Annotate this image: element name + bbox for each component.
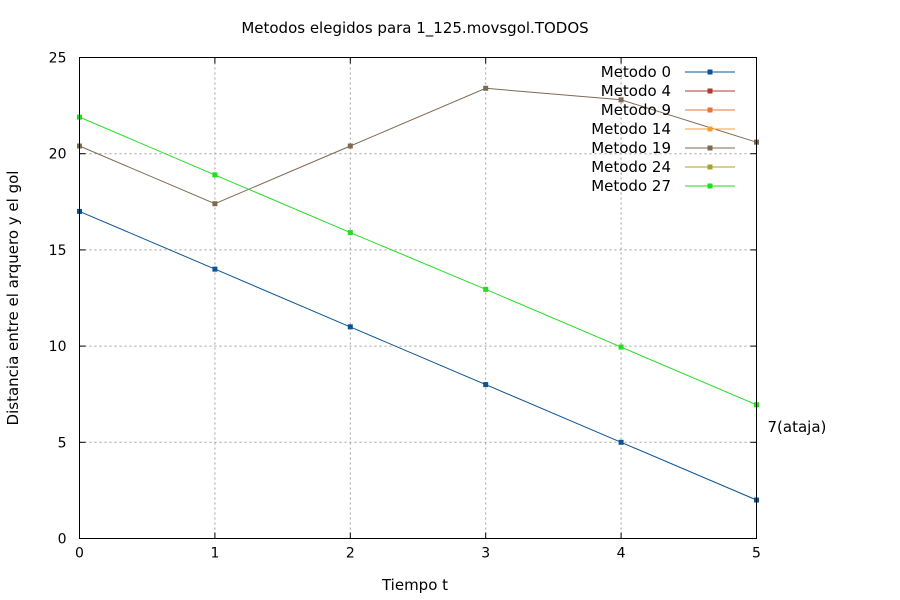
series-line-4: [79, 87, 757, 205]
data-point: [618, 439, 624, 445]
x-tick-label: 4: [617, 546, 626, 562]
legend-label: Metodo 4: [601, 82, 671, 100]
data-point: [618, 97, 624, 103]
legend-label: Metodo 0: [601, 63, 671, 81]
data-point: [212, 172, 218, 178]
y-tick-label: 15: [49, 243, 67, 259]
data-point: [347, 324, 353, 330]
legend-label: Metodo 24: [591, 158, 671, 176]
x-tick-label: 2: [346, 546, 355, 562]
plot-frame: [79, 57, 757, 539]
grid: [79, 57, 757, 539]
legend-label: Metodo 9: [601, 101, 671, 119]
data-point: [212, 201, 218, 207]
legend-marker: [707, 107, 713, 113]
y-tick-label: 25: [49, 51, 67, 67]
legend-marker: [707, 145, 713, 151]
legend-label: Metodo 27: [591, 177, 671, 195]
data-point: [483, 286, 489, 292]
legend-marker: [707, 183, 713, 189]
x-tick-label: 5: [752, 546, 761, 562]
data-point: [347, 230, 353, 236]
y-tick-label: 5: [58, 435, 67, 451]
series-line-6: [79, 116, 757, 406]
data-point: [483, 85, 489, 91]
x-tick-label: 1: [210, 546, 219, 562]
annotation-label: 7(ataja): [768, 418, 827, 436]
y-tick-label: 10: [49, 339, 67, 355]
legend-label: Metodo 14: [591, 120, 671, 138]
data-point: [212, 266, 218, 272]
legend-marker: [707, 126, 713, 132]
legend-marker: [707, 164, 713, 170]
y-tick-label: 0: [58, 532, 67, 548]
legend-label: Metodo 19: [591, 139, 671, 157]
x-tick-label: 3: [481, 546, 490, 562]
legend-marker: [707, 88, 713, 94]
data-point: [483, 382, 489, 388]
chart-title: Metodos elegidos para 1_125.movsgol.TODO…: [241, 19, 588, 38]
y-axis-label: Distancia entre el arquero y el gol: [4, 171, 22, 426]
annotations: 7(ataja): [768, 418, 827, 436]
data-point: [347, 143, 353, 149]
tick-labels: 0 1 2 3 4 5 0 5 10 15 20 25: [49, 51, 761, 562]
data-point: [618, 344, 624, 350]
x-tick-label: 0: [75, 546, 84, 562]
y-tick-label: 20: [49, 147, 67, 163]
x-axis-label: Tiempo t: [381, 576, 448, 594]
legend-marker: [707, 69, 713, 75]
series-line-0: [79, 210, 757, 501]
